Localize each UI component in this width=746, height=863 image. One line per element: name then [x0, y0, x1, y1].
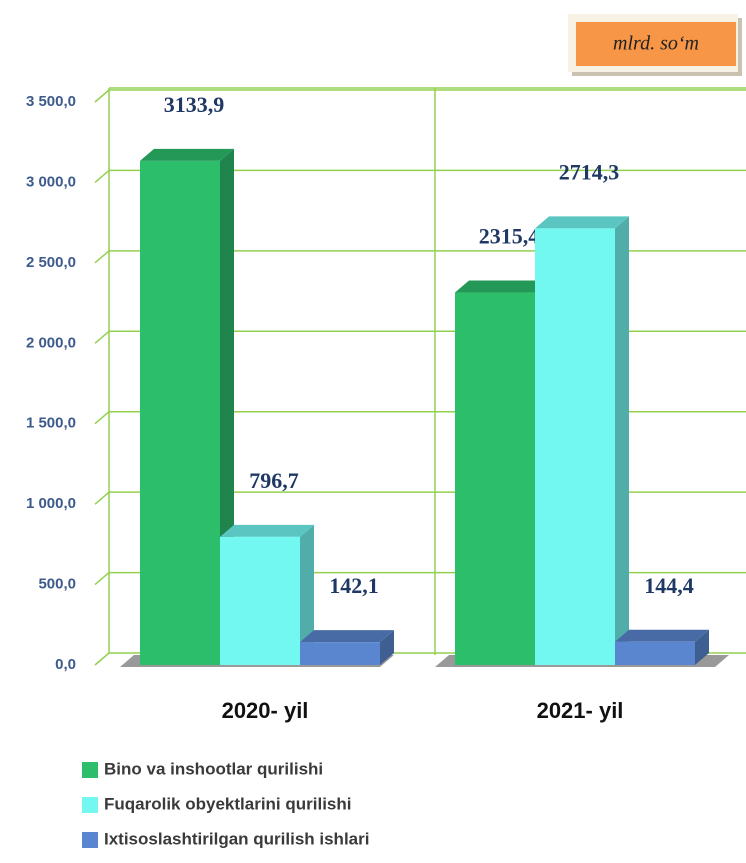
y-tick-label: 2 500,0	[26, 254, 76, 271]
bar-side	[695, 629, 709, 665]
grid-line-side	[94, 491, 110, 505]
bar	[220, 536, 300, 665]
value-label: 144,4	[644, 573, 694, 598]
value-label: 2714,3	[559, 159, 620, 184]
y-tick-label: 500,0	[38, 576, 76, 593]
y-tick-label: 3 000,0	[26, 173, 76, 190]
annotation-box	[576, 22, 736, 66]
bar	[455, 292, 535, 665]
bar-side	[380, 630, 394, 665]
grid-line-side	[94, 250, 110, 264]
x-tick-label: 2020- yil	[222, 698, 309, 723]
legend-swatch	[82, 797, 98, 813]
grid-line-side	[94, 330, 110, 344]
y-tick-label: 1 500,0	[26, 415, 76, 432]
legend-label: Fuqarolik obyektlarini qurilishi	[104, 794, 352, 813]
bar-top	[220, 524, 314, 537]
value-label: 2315,4	[479, 224, 540, 249]
grid-line-side	[94, 572, 110, 586]
bar	[140, 160, 220, 665]
bar-side	[300, 524, 314, 665]
bar-side	[615, 216, 629, 666]
bar	[535, 228, 615, 666]
bar-top	[615, 629, 709, 642]
legend-swatch	[82, 832, 98, 848]
y-tick-label: 2 000,0	[26, 334, 76, 351]
legend-swatch	[82, 762, 98, 778]
x-tick-label: 2021- yil	[537, 698, 624, 723]
bar-top	[455, 280, 549, 293]
y-tick-label: 3 500,0	[26, 93, 76, 110]
annotation: mlrd. so‘m	[613, 33, 699, 55]
y-tick-label: 1 000,0	[26, 495, 76, 512]
value-label: 796,7	[249, 468, 299, 493]
legend-label: Ixtisoslashtirilgan qurilish ishlari	[104, 829, 369, 848]
grid-line-side	[94, 652, 110, 666]
bar	[300, 642, 380, 665]
grid-line-side	[94, 89, 110, 103]
grid-line-side	[94, 169, 110, 183]
grid-line-side	[94, 411, 110, 425]
y-tick-label: 0,0	[55, 656, 76, 673]
bar-top	[535, 216, 629, 229]
value-label: 3133,9	[164, 92, 225, 117]
value-label: 142,1	[329, 573, 379, 598]
bar-top	[140, 148, 234, 161]
bar	[615, 641, 695, 665]
bar-top	[300, 630, 394, 643]
legend-label: Bino va inshootlar qurilishi	[104, 759, 323, 778]
